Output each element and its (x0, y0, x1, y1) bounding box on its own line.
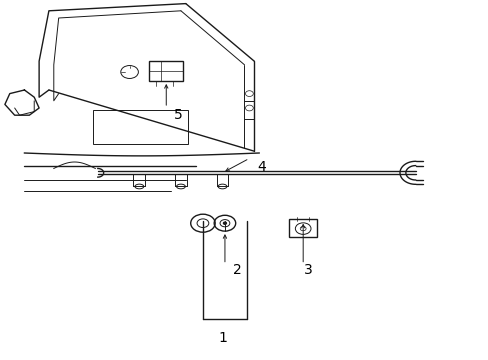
Text: 3: 3 (303, 263, 312, 277)
Bar (149, 61, 183, 81)
Bar (289, 219, 316, 237)
Text: 5: 5 (174, 108, 183, 122)
Text: 2: 2 (232, 263, 241, 277)
Circle shape (223, 222, 226, 224)
Text: 1: 1 (218, 332, 226, 345)
Bar (93, 110, 188, 144)
Text: 4: 4 (257, 161, 265, 174)
